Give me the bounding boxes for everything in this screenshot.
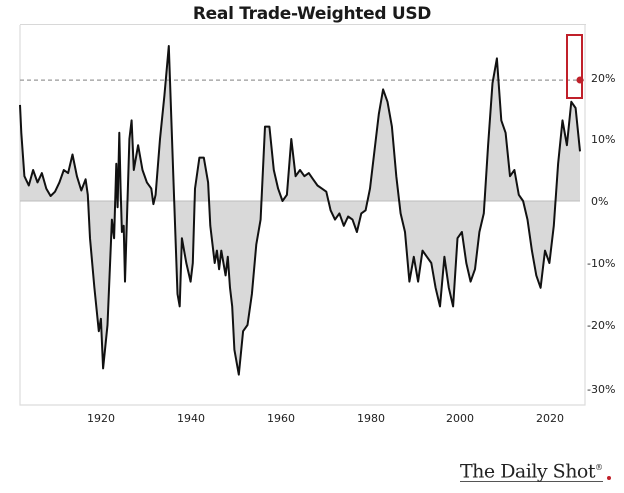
last-value-marker <box>576 76 584 84</box>
x-tick-label: 1920 <box>87 412 115 425</box>
chart-title: Real Trade-Weighted USD <box>192 4 432 24</box>
series-line <box>19 45 581 376</box>
y-tick-label: 0% <box>591 195 609 208</box>
x-tick-label: 1940 <box>177 412 205 425</box>
brand-dot-icon <box>607 476 611 480</box>
brand-name: The Daily Shot <box>460 460 596 483</box>
y-tick-label: 10% <box>591 133 616 146</box>
highlight-box <box>566 34 583 99</box>
brand-logo: The Daily Shot® <box>460 458 603 483</box>
y-tick-label: -30% <box>587 383 616 396</box>
area-fill <box>20 46 580 375</box>
x-tick-label: 1980 <box>357 412 385 425</box>
plot-frame <box>19 25 586 406</box>
y-tick-label: -20% <box>587 319 616 332</box>
x-tick-label: 1960 <box>267 412 295 425</box>
y-tick-label: -10% <box>587 257 616 270</box>
x-tick-label: 2020 <box>536 412 564 425</box>
title-divider <box>20 24 586 25</box>
x-tick-label: 2000 <box>446 412 474 425</box>
y-tick-label: 20% <box>591 72 616 85</box>
brand-mark: ® <box>595 463 603 472</box>
